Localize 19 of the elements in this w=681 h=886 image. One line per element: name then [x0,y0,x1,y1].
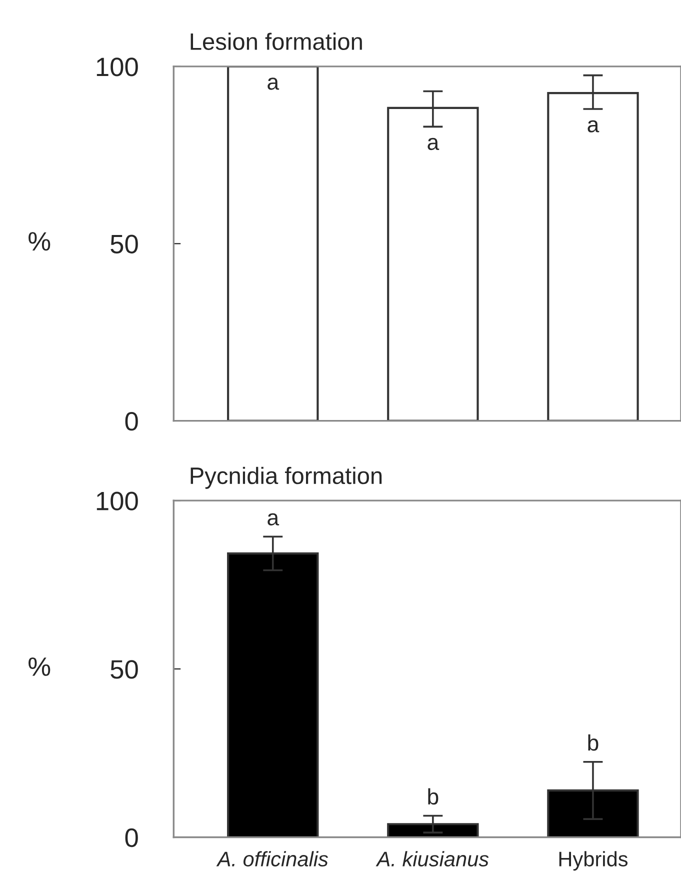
y-axis-title: % [28,232,50,251]
y-tick-label: 0 [125,412,138,431]
x-tick-label: Hybrids [559,851,628,871]
data-label: b [428,788,438,805]
y-tick-label: 50 [110,234,138,254]
y-tick-label: 100 [96,58,138,76]
data-label: a [268,78,280,90]
chart-title: Pycnidia formation [190,466,382,489]
data-label: b [588,734,598,751]
y-axis-title: % [28,657,50,676]
y-tick-label: 100 [96,492,138,510]
x-tick-label: A. officinalis [216,851,328,866]
data-label: a [588,120,600,132]
data-label: a [268,513,280,526]
y-tick-label: 0 [125,828,138,848]
chart-title: Lesion formation [190,32,362,50]
x-tick-label: A. kiusianus [376,851,489,866]
y-tick-label: 50 [110,660,138,679]
data-label: a [428,138,440,150]
